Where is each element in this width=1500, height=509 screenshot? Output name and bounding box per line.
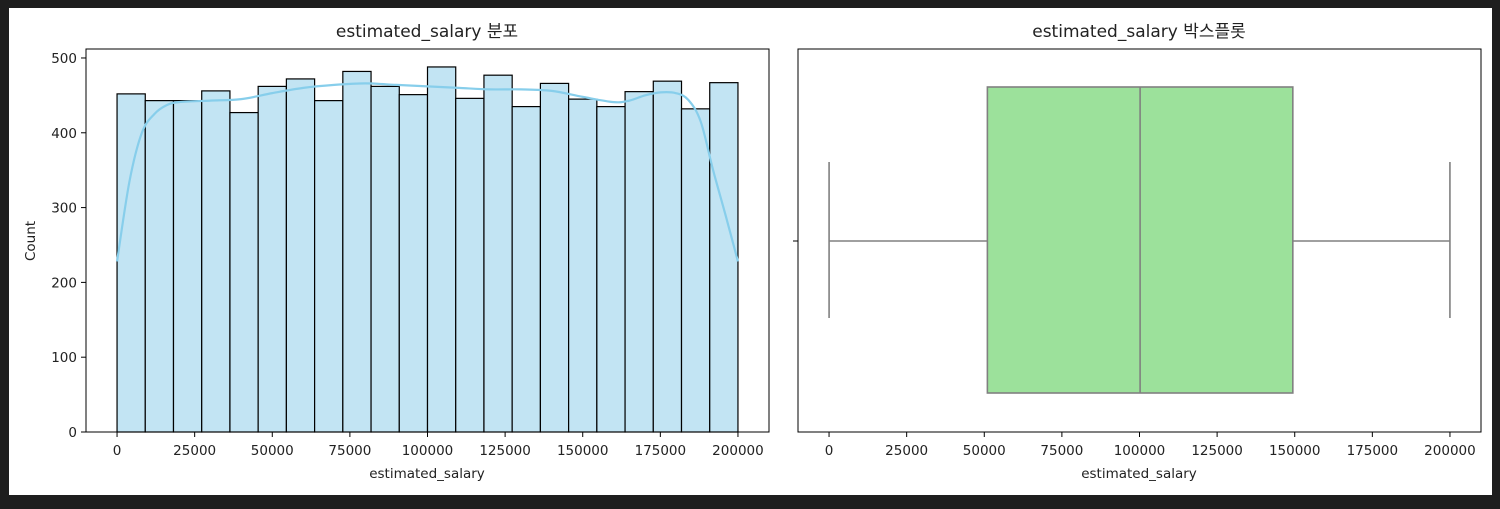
x-tick-label: 0 (113, 443, 122, 459)
y-tick-label: 0 (68, 425, 77, 441)
x-tick-label: 150000 (557, 443, 609, 459)
histogram-bar (426, 66, 457, 433)
x-tick-label: 25000 (885, 443, 928, 459)
histogram-bar (596, 105, 626, 433)
histogram-bar (314, 100, 344, 433)
x-tick-label: 50000 (251, 443, 294, 459)
y-tick-label: 400 (51, 126, 77, 142)
x-tick-label: 200000 (712, 443, 764, 459)
histogram-bar (680, 108, 711, 433)
histogram-bar (709, 82, 739, 433)
boxplot-title: estimated_salary 박스플롯 (1032, 22, 1246, 42)
kde-curve (115, 82, 740, 262)
histogram-bar (342, 70, 372, 433)
y-tick-label: 300 (51, 201, 77, 217)
histogram-bar (172, 100, 203, 433)
histogram-bars (116, 66, 739, 433)
histogram-y-ticks: 0 100 200 300 400 500 (51, 51, 86, 441)
x-tick-label: 125000 (479, 443, 531, 459)
histogram-bar (144, 100, 175, 433)
y-tick-label: 100 (51, 350, 77, 366)
boxplot-x-axis-label: estimated_salary (1081, 466, 1197, 482)
histogram-bar (370, 85, 400, 433)
boxplot-marks (828, 86, 1451, 394)
x-tick-label: 200000 (1424, 443, 1476, 459)
histogram-bar (285, 78, 316, 433)
x-tick-label: 175000 (1347, 443, 1399, 459)
histogram-bar (398, 94, 429, 433)
histogram-bar (511, 105, 541, 433)
histogram-bar (257, 85, 287, 433)
x-tick-label: 75000 (328, 443, 371, 459)
histogram-bar (116, 93, 146, 433)
histogram-bar (568, 98, 598, 433)
y-tick-label: 200 (51, 275, 77, 291)
x-tick-label: 125000 (1191, 443, 1243, 459)
histogram-x-axis-label: estimated_salary (369, 466, 485, 482)
histogram-subplot: estimated_salary 분포 0 25000 50000 75000 1000… (23, 22, 770, 482)
histogram-x-ticks: 0 25000 50000 75000 100000 125000 150000 175000… (113, 432, 764, 459)
histogram-y-axis-label: Count (23, 221, 39, 261)
x-tick-label: 50000 (963, 443, 1006, 459)
x-tick-label: 25000 (173, 443, 216, 459)
x-tick-label: 150000 (1269, 443, 1321, 459)
x-tick-label: 100000 (1114, 443, 1166, 459)
histogram-bar (624, 91, 654, 433)
histogram-bar (201, 90, 231, 433)
boxplot-x-ticks: 0 25000 50000 75000 100000 125000 150000 175000… (825, 432, 1476, 459)
histogram-bar (229, 111, 259, 433)
x-tick-label: 75000 (1040, 443, 1083, 459)
histogram-bar (455, 97, 485, 433)
x-tick-label: 175000 (635, 443, 687, 459)
x-tick-label: 100000 (402, 443, 454, 459)
histogram-bar (483, 74, 513, 433)
histogram-bar (652, 80, 683, 433)
x-tick-label: 0 (825, 443, 834, 459)
boxplot-subplot: estimated_salary 박스플롯 0 25000 50000 75000 10… (793, 22, 1482, 482)
y-tick-label: 500 (51, 51, 77, 67)
histogram-bar (539, 82, 570, 433)
histogram-title: estimated_salary 분포 (336, 22, 518, 42)
